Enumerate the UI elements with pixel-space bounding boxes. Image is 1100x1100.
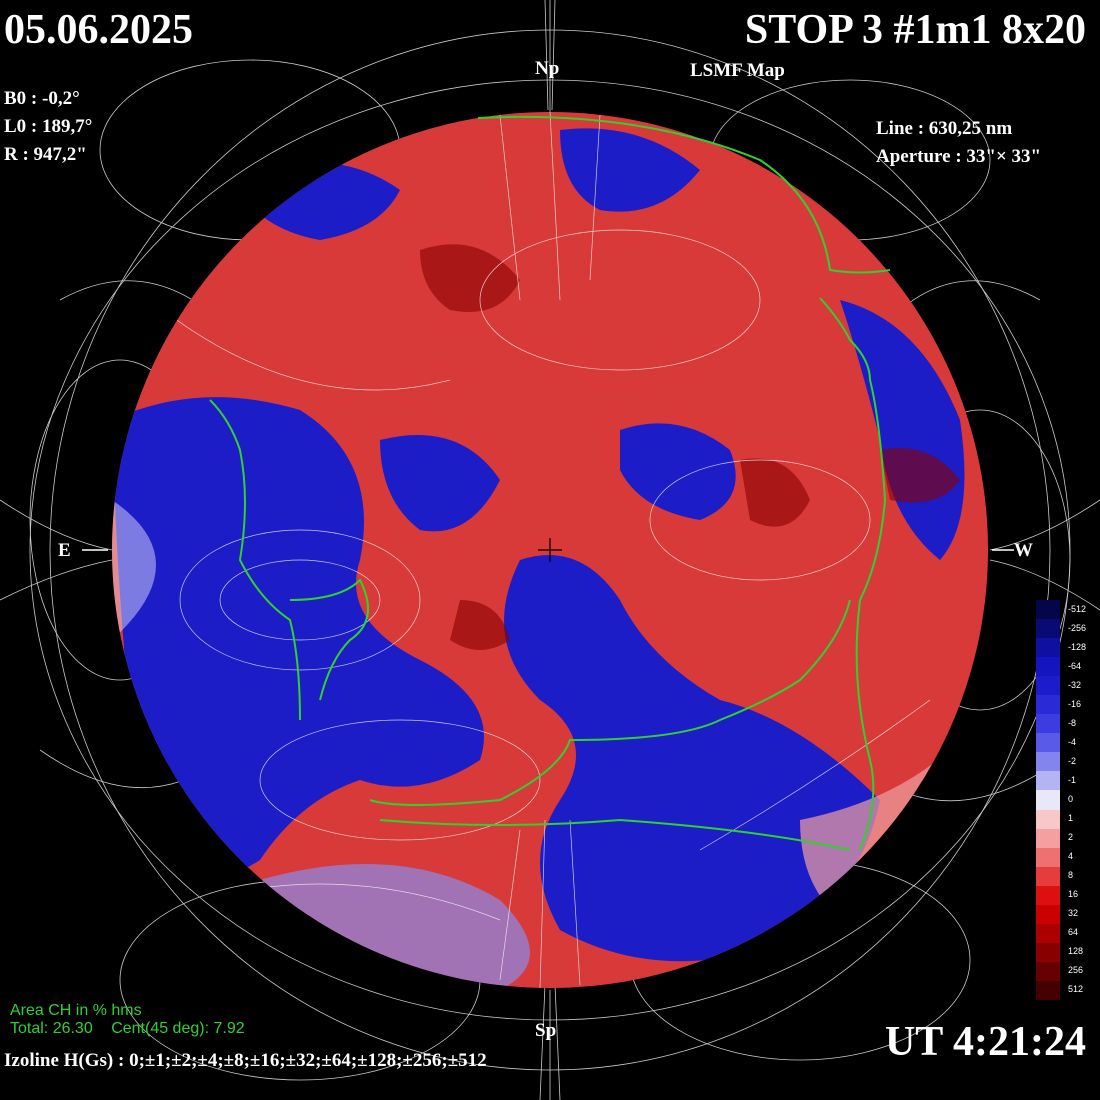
color-scale-swatch [1036, 828, 1060, 849]
param-b0: B0 : -0,2° [4, 88, 80, 109]
ch-center: Cent(45 deg): 7.92 [111, 1020, 245, 1037]
ut-time: UT 4:21:24 [884, 1019, 1086, 1065]
color-scale-label: -512 [1068, 603, 1087, 614]
color-scale-label: 16 [1068, 889, 1079, 900]
color-scale-label: 256 [1068, 965, 1084, 976]
color-scale-swatch [1036, 638, 1060, 658]
color-scale-swatch [1036, 752, 1060, 772]
color-scale-swatch [1036, 733, 1060, 753]
field-lines-disk [149, 112, 931, 988]
color-scale-swatch [1036, 695, 1060, 715]
map-subtitle: LSMF Map [690, 60, 785, 81]
color-scale-label: -8 [1068, 717, 1077, 728]
color-scale-swatch [1036, 790, 1060, 811]
color-scale-label: 0 [1068, 794, 1074, 804]
color-scale-label: 2 [1068, 832, 1074, 843]
color-scale-label: -2 [1068, 755, 1077, 766]
param-l0: L0 : 189,7° [4, 116, 93, 137]
ch-total: Total: 26.30 [10, 1020, 93, 1037]
ch-area-values: Total: 26.30 Cent(45 deg): 7.92 [10, 1020, 259, 1038]
color-scale-label: 512 [1068, 984, 1084, 995]
ch-area-title: Area CH in % hms [10, 1002, 142, 1019]
color-scale-swatch [1036, 600, 1060, 620]
south-pole-label: Sp [535, 1020, 557, 1041]
color-scale-swatch [1036, 771, 1060, 791]
color-scale-swatch [1036, 885, 1060, 906]
color-scale-swatch [1036, 847, 1060, 868]
color-scale-swatch [1036, 866, 1060, 887]
color-scale-label: 128 [1068, 946, 1084, 957]
color-scale-swatch [1036, 923, 1060, 944]
color-scale-label: -256 [1068, 622, 1087, 633]
north-pole-label: Np [535, 58, 560, 79]
coronal-hole-contours [209, 115, 891, 851]
observation-date: 05.06.2025 [4, 7, 193, 53]
color-scale-label: 64 [1068, 927, 1079, 938]
center-cross [538, 538, 562, 562]
color-scale-label: -4 [1068, 736, 1077, 747]
color-scale-swatch [1036, 809, 1060, 830]
color-scale-label: 8 [1068, 870, 1074, 881]
map-title: STOP 3 #1m1 8x20 [744, 7, 1086, 53]
color-scale-bar [1036, 600, 1060, 1001]
color-scale-swatch [1036, 714, 1060, 734]
color-scale-label: -1 [1068, 774, 1077, 785]
color-scale-swatch [1036, 942, 1060, 963]
color-scale-swatch [1036, 904, 1060, 925]
color-scale-label: -64 [1068, 660, 1082, 671]
color-scale-swatch [1036, 676, 1060, 696]
param-aperture: Aperture : 33"× 33" [876, 146, 1042, 167]
param-radius: R : 947,2" [4, 144, 87, 165]
color-scale-label: 4 [1068, 851, 1074, 862]
color-scale-label: 32 [1068, 908, 1079, 919]
east-label: E [58, 540, 71, 561]
color-scale-swatch [1036, 980, 1060, 1001]
west-label: W [1014, 540, 1033, 561]
color-scale-swatch [1036, 619, 1060, 639]
color-scale-label: 1 [1068, 813, 1074, 824]
color-scale-swatch [1036, 657, 1060, 677]
param-line: Line : 630,25 nm [876, 118, 1013, 139]
color-scale-swatch [1036, 961, 1060, 982]
color-scale-label: -32 [1068, 679, 1082, 690]
color-scale-label: -128 [1068, 641, 1087, 652]
color-scale-label: -16 [1068, 698, 1082, 709]
izoline-legend: Izoline H(Gs) : 0;±1;±2;±4;±8;±16;±32;±6… [4, 1050, 487, 1071]
